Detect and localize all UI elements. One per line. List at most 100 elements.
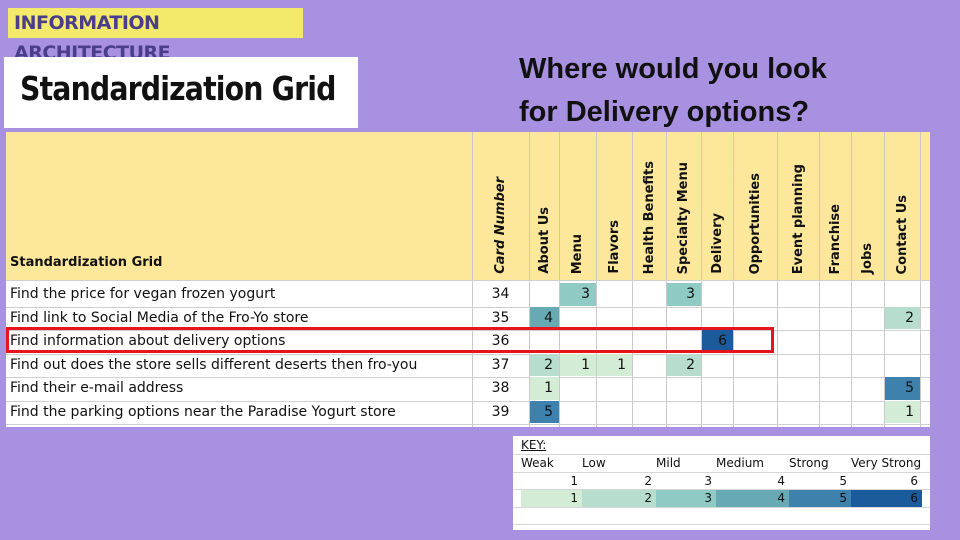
- key-level-swatch: 6: [851, 490, 922, 507]
- score-cell-flavors: 1: [597, 353, 632, 376]
- title-box: Standardization Grid: [4, 57, 358, 128]
- key-level-number: 1: [570, 474, 578, 488]
- column-header-franchise: Franchise: [819, 132, 851, 280]
- standardization-grid: Standardization Grid Card Number About Us…: [6, 132, 930, 427]
- grid-column-divider: [559, 132, 560, 427]
- grid-column-divider: [777, 132, 778, 427]
- grid-title: Standardization Grid: [10, 255, 163, 270]
- key-level-label: Weak: [521, 456, 554, 470]
- grid-column-divider: [666, 132, 667, 427]
- key-level-number: 4: [777, 474, 785, 488]
- row-label: Find out does the store sells different …: [10, 356, 418, 373]
- key-row-divider: [513, 489, 930, 490]
- key-level-label: Low: [582, 456, 606, 470]
- key-level-number: 5: [839, 474, 847, 488]
- column-header-label: Delivery: [709, 213, 725, 274]
- key-level-number: 2: [644, 474, 652, 488]
- column-header-health-benefits: Health Benefits: [632, 132, 666, 280]
- highlight-box: [6, 327, 774, 353]
- row-card-number: 37: [491, 356, 510, 373]
- column-header-label: About Us: [536, 207, 552, 274]
- grid-row-divider: [6, 307, 930, 308]
- grid-row-divider: [6, 377, 930, 378]
- key-row-divider: [513, 472, 930, 473]
- column-header-label: Opportunities: [747, 172, 763, 274]
- column-header-label: Franchise: [827, 203, 843, 274]
- grid-header-band: [6, 132, 930, 280]
- key-level-swatch: 5: [789, 490, 851, 507]
- row-card-number: 36: [491, 333, 510, 349]
- score-cell-delivery: 6: [702, 330, 733, 353]
- column-header-opportunities: Opportunities: [733, 132, 777, 280]
- key-level-label: Very Strong: [851, 456, 922, 470]
- key-title: KEY:: [521, 438, 547, 452]
- column-header-menu: Menu: [559, 132, 596, 280]
- grid-column-divider: [819, 132, 820, 427]
- grid-column-divider: [920, 132, 921, 427]
- score-cell-about-us: 5: [530, 400, 559, 423]
- grid-row-divider: [6, 330, 930, 331]
- score-cell-specialty-menu: 3: [667, 283, 701, 306]
- row-card-number: 34: [491, 286, 510, 302]
- row-label: Find the parking options near the Paradi…: [10, 403, 396, 420]
- grid-column-divider: [701, 132, 702, 427]
- column-header-label: Event planning: [790, 163, 806, 274]
- row-label: Find the price for vegan frozen yogurt: [10, 286, 276, 302]
- key-table: KEY: Weak Low Mild Medium Strong Very Strong 1 2…: [513, 436, 930, 530]
- column-header-label: Jobs: [860, 243, 875, 274]
- score-cell-specialty-menu: 2: [667, 353, 701, 376]
- column-header-contact-us: Contact Us: [884, 132, 920, 280]
- question-line-1: Where would you look: [519, 53, 827, 85]
- column-header-label: Contact Us: [894, 194, 910, 274]
- column-header-delivery: Delivery: [701, 132, 733, 280]
- score-cell-menu: 3: [560, 283, 596, 306]
- grid-column-divider: [851, 132, 852, 427]
- row-label: Find information about delivery options: [10, 333, 286, 349]
- score-cell-menu: 1: [560, 353, 596, 376]
- score-cell-contact-us: 5: [885, 377, 920, 400]
- row-card-number: 38: [491, 380, 510, 396]
- row-card-number: 35: [491, 309, 510, 326]
- column-header-flavors: Flavors: [596, 132, 632, 280]
- row-label: Find link to Social Media of the Fro-Yo …: [10, 309, 309, 326]
- key-level-swatch: 1: [521, 490, 582, 507]
- key-level-label: Medium: [716, 456, 764, 470]
- column-header-card-number: Card Number: [472, 132, 529, 280]
- section-tag: INFORMATION ARCHITECTURE: [8, 8, 303, 64]
- column-header-label: Specialty Menu: [676, 161, 691, 274]
- key-row-divider: [513, 454, 930, 455]
- score-cell-about-us: 1: [530, 377, 559, 400]
- key-level-swatch: 4: [716, 490, 789, 507]
- score-cell-about-us: 4: [530, 306, 559, 329]
- key-level-swatch: 2: [582, 490, 656, 507]
- key-row-divider: [513, 507, 930, 508]
- score-cell-about-us: 2: [530, 353, 559, 376]
- key-level-label: Strong: [789, 456, 829, 470]
- question-text: Where would you look for Delivery option…: [519, 48, 939, 134]
- grid-row-divider: [6, 354, 930, 355]
- key-level-swatch: 3: [656, 490, 716, 507]
- column-header-specialty-menu: Specialty Menu: [666, 132, 701, 280]
- grid-column-divider: [472, 132, 473, 427]
- grid-row-divider: [6, 401, 930, 402]
- grid-column-divider: [529, 132, 530, 427]
- key-level-number: 3: [704, 474, 712, 488]
- column-header-label: Flavors: [606, 220, 622, 274]
- row-card-number: 39: [491, 403, 510, 420]
- row-label: Find their e-mail address: [10, 380, 184, 396]
- grid-row-divider: [6, 424, 930, 425]
- grid-row-divider: [6, 280, 930, 281]
- slide-title: Standardization Grid: [20, 69, 336, 108]
- column-header-about-us: About Us: [529, 132, 559, 280]
- column-header-label: Card Number: [493, 177, 508, 274]
- grid-column-divider: [884, 132, 885, 427]
- column-header-event-planning: Event planning: [777, 132, 819, 280]
- question-line-2: for Delivery options?: [519, 96, 810, 128]
- column-header-label: Health Benefits: [641, 160, 657, 274]
- grid-column-divider: [632, 132, 633, 427]
- column-header-jobs: Jobs: [851, 132, 884, 280]
- key-row-divider: [513, 524, 930, 525]
- column-header-label: Menu: [570, 233, 585, 274]
- key-level-number: 6: [910, 474, 918, 488]
- score-cell-contact-us: 2: [885, 306, 920, 329]
